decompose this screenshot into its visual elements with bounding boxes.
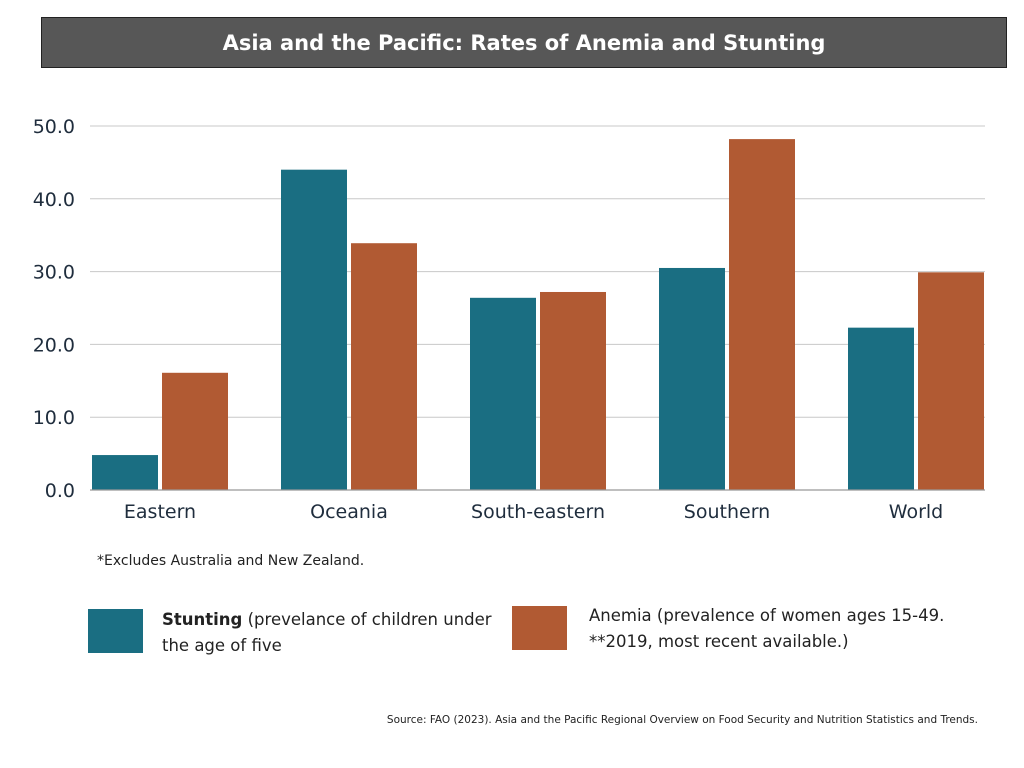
bar-stunting-south-eastern — [470, 297, 536, 490]
bar-anemia-eastern — [162, 372, 228, 490]
bar-anemia-world — [918, 272, 984, 490]
y-tick-label: 10.0 — [33, 407, 75, 429]
x-tick-label: Oceania — [310, 501, 388, 523]
bar-anemia-southern — [729, 139, 795, 490]
x-tick-label: South-eastern — [471, 501, 605, 523]
bar-anemia-oceania — [351, 243, 417, 490]
legend-label-stunting: Stunting (prevelance of children under t… — [162, 610, 492, 655]
chart-title: Asia and the Pacific: Rates of Anemia an… — [41, 17, 1007, 68]
bar-stunting-world — [848, 327, 914, 490]
y-tick-label: 40.0 — [33, 189, 75, 211]
legend-swatch-anemia — [512, 606, 567, 650]
bar-anemia-south-eastern — [540, 291, 606, 490]
source-note: Source: FAO (2023). Asia and the Pacific… — [386, 714, 978, 726]
bar-stunting-oceania — [281, 169, 347, 490]
bar-chart: 0.0 10.0 20.0 30.0 40.0 50.0 Eastern Oceania Sou… — [33, 116, 985, 523]
footnote: *Excludes Australia and New Zealand. — [97, 553, 365, 569]
legend-label-anemia: Anemia (prevalence of women ages 15-49. … — [589, 606, 945, 651]
legend-swatch-stunting — [88, 609, 143, 653]
y-tick-label: 20.0 — [33, 334, 75, 356]
x-tick-label: Eastern — [124, 501, 196, 523]
x-tick-label: Southern — [684, 501, 770, 523]
y-tick-label: 30.0 — [33, 262, 75, 284]
x-tick-label: World — [889, 501, 943, 523]
bar-stunting-eastern — [92, 455, 158, 490]
bar-stunting-southern — [659, 267, 725, 490]
y-tick-label: 0.0 — [45, 480, 75, 502]
y-tick-label: 50.0 — [33, 116, 75, 138]
